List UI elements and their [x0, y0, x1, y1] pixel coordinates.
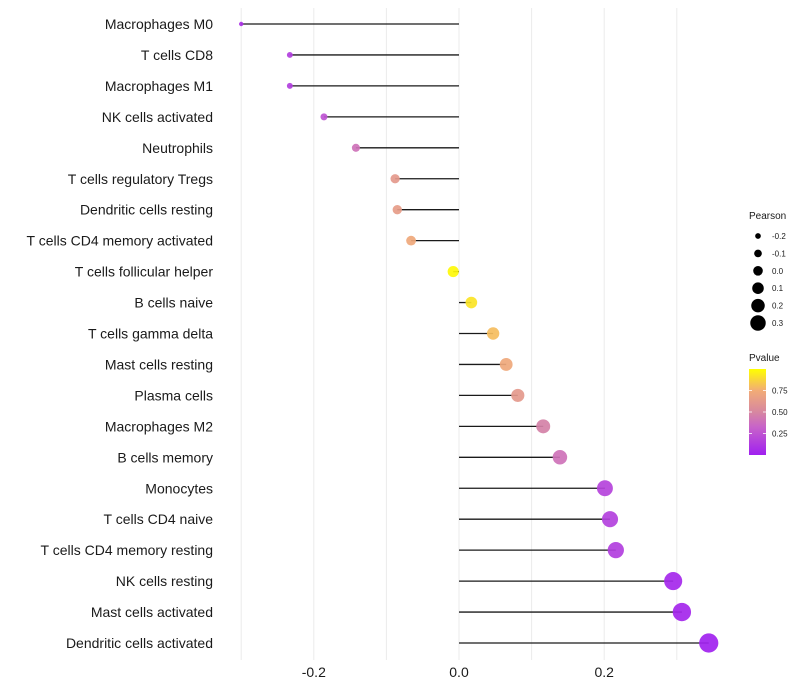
- lollipop-point: [447, 266, 459, 278]
- legend-size-dot: [752, 282, 764, 294]
- legend-pearson: Pearson -0.2 -0.1 0.0 0.1 0.2 0.3: [749, 211, 786, 331]
- lollipop-point: [392, 205, 402, 215]
- lollipop-point: [486, 327, 500, 340]
- y-axis-label: Mast cells resting: [105, 356, 213, 372]
- legend-size-label: 0.2: [772, 302, 784, 311]
- y-axis-label: B cells naive: [134, 295, 213, 311]
- legend-color-label: 0.50: [772, 408, 788, 417]
- lollipop-point: [239, 21, 244, 27]
- x-tick-label: -0.2: [302, 664, 326, 680]
- x-tick-label: 0.0: [449, 664, 469, 680]
- legend-size-dot: [754, 249, 762, 258]
- legend-size-dot: [751, 298, 765, 313]
- y-axis-label: T cells gamma delta: [88, 326, 213, 342]
- lollipop-point: [351, 143, 360, 152]
- lollipop-point: [607, 542, 624, 559]
- legend-color-label: 0.25: [772, 430, 788, 439]
- x-tick-label: 0.2: [594, 664, 614, 680]
- y-axis-label: T cells regulatory Tregs: [68, 171, 213, 187]
- y-axis-label: Plasma cells: [134, 387, 213, 403]
- legend-size-dot: [750, 315, 766, 331]
- lollipop-point: [536, 419, 551, 434]
- y-axis-label: Mast cells activated: [91, 604, 213, 620]
- y-axis-label: T cells CD4 naive: [104, 511, 214, 527]
- y-axis-label: Dendritic cells activated: [66, 635, 213, 651]
- legend-size-dot: [755, 233, 761, 239]
- lollipop-point: [499, 358, 513, 371]
- legend-size-label: -0.2: [772, 232, 786, 241]
- legend-size-dot: [753, 265, 763, 276]
- lollipop-point: [664, 572, 683, 591]
- lollipop-point: [552, 450, 568, 465]
- lollipop-point: [320, 113, 328, 121]
- lollipop-point: [465, 296, 478, 309]
- legend-colorbar: [749, 369, 766, 455]
- y-axis-label: Dendritic cells resting: [80, 202, 213, 218]
- lollipop-series: [239, 21, 719, 653]
- legend-size-label: -0.1: [772, 249, 786, 258]
- y-axis-label: Macrophages M2: [105, 418, 213, 434]
- y-axis-label: T cells follicular helper: [75, 264, 214, 280]
- y-axis-label: Monocytes: [145, 480, 213, 496]
- y-axis-labels: Macrophages M0 T cells CD8 Macrophages M1 N…: [27, 16, 214, 651]
- legend-size-label: 0.0: [772, 267, 784, 276]
- lollipop-point: [390, 174, 400, 184]
- legend-pvalue: Pvalue 0.75 0.50 0.25: [749, 353, 788, 455]
- lollipop-point: [286, 51, 293, 58]
- lollipop-point: [601, 511, 619, 528]
- y-axis-label: T cells CD8: [141, 47, 213, 63]
- y-axis-label: B cells memory: [117, 449, 213, 465]
- legend-size-label: 0.3: [772, 319, 784, 328]
- y-axis-label: Macrophages M1: [105, 78, 213, 94]
- legend-size-label: 0.1: [772, 284, 784, 293]
- y-axis-label: Neutrophils: [142, 140, 213, 156]
- lollipop-point: [511, 388, 525, 402]
- legend-pearson-title: Pearson: [749, 211, 786, 222]
- lollipop-point: [286, 82, 293, 89]
- lollipop-point: [672, 602, 692, 622]
- lollipop-point: [406, 235, 416, 246]
- y-axis-label: Macrophages M0: [105, 16, 213, 32]
- x-axis-labels: -0.2 0.0 0.2: [302, 664, 614, 680]
- y-axis-label: NK cells resting: [116, 573, 213, 589]
- legend-color-label: 0.75: [772, 387, 788, 396]
- y-axis-label: T cells CD4 memory resting: [41, 542, 213, 558]
- y-axis-label: T cells CD4 memory activated: [27, 233, 213, 249]
- legend-pvalue-title: Pvalue: [749, 353, 780, 364]
- lollipop-point: [596, 480, 613, 497]
- lollipop-point: [699, 633, 719, 653]
- y-axis-label: NK cells activated: [102, 109, 213, 125]
